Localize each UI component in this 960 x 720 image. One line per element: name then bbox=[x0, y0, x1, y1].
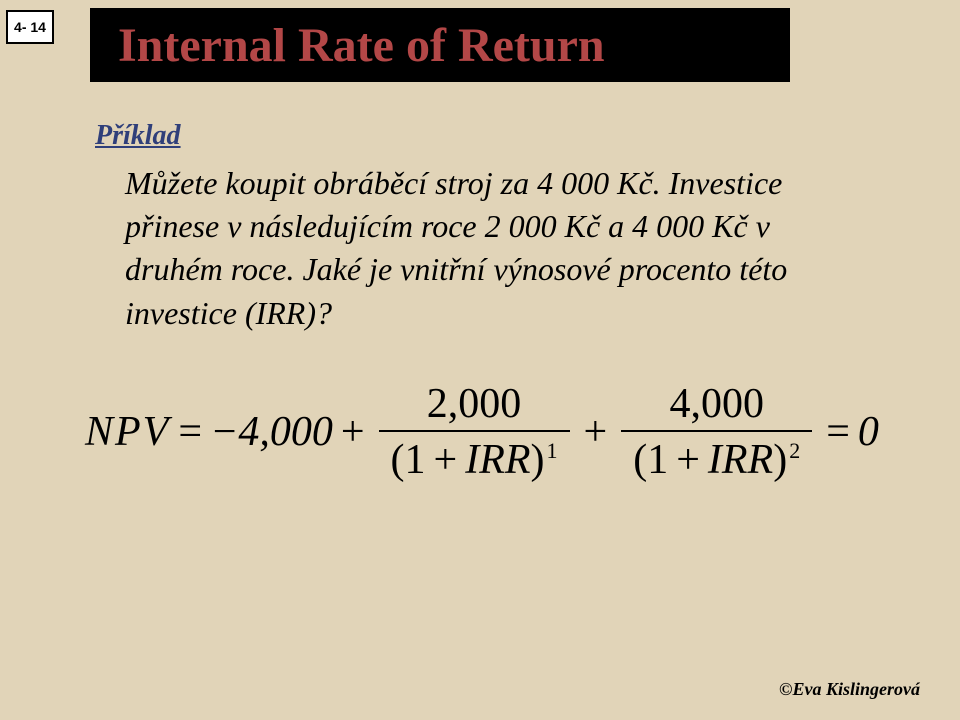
frac1-den-irr: IRR bbox=[465, 437, 530, 483]
frac1-denominator: (1+IRR)1 bbox=[379, 430, 570, 484]
frac1-den-open: (1 bbox=[391, 437, 426, 483]
slide-body: Příklad Můžete koupit obráběcí stroj za … bbox=[95, 120, 865, 335]
formula-plus-2: + bbox=[584, 408, 608, 456]
frac2-den-open: (1 bbox=[633, 437, 668, 483]
frac2-den-plus: + bbox=[676, 437, 700, 483]
formula-fraction-2: 4,000 (1+IRR)2 bbox=[621, 380, 812, 484]
slide-prose: Můžete koupit obráběcí stroj za 4 000 Kč… bbox=[125, 162, 865, 335]
slide: 4- 14 Internal Rate of Return Příklad Mů… bbox=[0, 0, 960, 720]
frac2-den-close: ) bbox=[773, 437, 787, 483]
npv-formula: NPV = −4,000 + 2,000 (1+IRR)1 + 4,000 (1… bbox=[85, 380, 885, 484]
formula-initial: −4,000 bbox=[210, 408, 333, 456]
formula-plus-1: + bbox=[341, 408, 365, 456]
page-number-box: 4- 14 bbox=[6, 10, 54, 44]
formula-rhs-eq: = bbox=[826, 408, 850, 456]
title-bar: Internal Rate of Return bbox=[90, 8, 790, 82]
formula-eq: = bbox=[178, 408, 202, 456]
formula-lhs: NPV bbox=[85, 408, 170, 456]
frac2-exponent: 2 bbox=[789, 438, 800, 463]
frac1-den-plus: + bbox=[434, 437, 458, 483]
frac2-den-irr: IRR bbox=[708, 437, 773, 483]
frac1-den-close: ) bbox=[531, 437, 545, 483]
frac2-numerator: 4,000 bbox=[657, 380, 776, 430]
formula-rhs-val: 0 bbox=[858, 408, 879, 456]
slide-footer: ©Eva Kislingerová bbox=[779, 679, 920, 700]
page-number: 4- 14 bbox=[14, 19, 46, 35]
slide-title: Internal Rate of Return bbox=[118, 18, 605, 73]
formula-fraction-1: 2,000 (1+IRR)1 bbox=[379, 380, 570, 484]
frac1-numerator: 2,000 bbox=[415, 380, 534, 430]
example-label: Příklad bbox=[95, 120, 865, 152]
frac2-denominator: (1+IRR)2 bbox=[621, 430, 812, 484]
frac1-exponent: 1 bbox=[547, 438, 558, 463]
